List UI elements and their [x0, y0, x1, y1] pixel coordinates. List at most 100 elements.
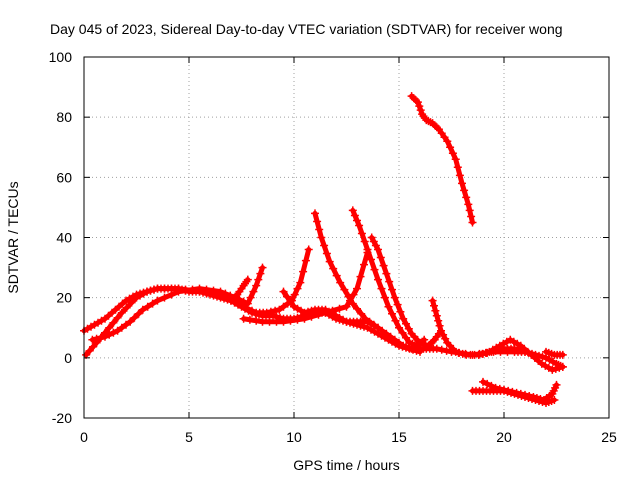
data-point-marker [455, 348, 464, 357]
data-point-marker [374, 245, 382, 254]
data-point-marker [113, 326, 122, 335]
data-point-marker [122, 320, 130, 329]
data-point-marker [340, 285, 349, 294]
data-point-marker [416, 347, 424, 356]
data-point-marker [504, 386, 513, 395]
data-point-marker [371, 241, 380, 250]
data-point-marker [252, 316, 261, 325]
data-point-marker [558, 362, 567, 371]
series-layer [80, 92, 567, 407]
data-point-marker [127, 298, 136, 307]
data-point-marker [113, 313, 122, 322]
data-point-marker [396, 307, 405, 316]
data-point-marker [495, 384, 504, 393]
y-tick-label: 20 [56, 290, 72, 306]
data-point-marker [525, 391, 534, 400]
data-point-marker [532, 393, 541, 402]
data-point-marker [348, 299, 357, 308]
data-point-marker [335, 304, 344, 313]
data-point-marker [391, 316, 400, 325]
data-point-marker [437, 129, 446, 138]
data-point-marker [398, 328, 407, 337]
data-point-marker [245, 315, 254, 324]
data-point-marker [379, 261, 388, 270]
y-tick-label: 40 [56, 230, 72, 246]
data-point-marker [508, 387, 517, 396]
data-point-marker [275, 305, 284, 314]
data-point-marker [138, 305, 147, 314]
data-point-marker [283, 292, 291, 301]
data-point-marker [167, 290, 176, 299]
data-point-marker [355, 221, 364, 230]
data-point-marker [465, 206, 474, 215]
data-point-marker [251, 309, 260, 318]
data-point-marker [325, 257, 334, 266]
data-point-marker [109, 328, 118, 337]
data-point-marker [322, 249, 331, 258]
data-point-marker [153, 296, 162, 305]
data-point-marker [304, 310, 312, 319]
data-point-marker [435, 321, 444, 330]
data-point-marker [404, 324, 413, 333]
data-point-marker [255, 310, 263, 319]
data-point-marker [393, 300, 402, 309]
data-point-marker [402, 319, 410, 328]
data-point-marker [279, 302, 288, 311]
data-point-marker [290, 314, 298, 323]
data-point-marker [357, 229, 366, 238]
data-point-marker [395, 341, 403, 350]
data-point-marker [369, 237, 378, 246]
data-point-marker [382, 269, 391, 278]
data-point-marker [430, 301, 438, 310]
y-tick-label: -20 [52, 410, 72, 426]
data-point-marker [388, 309, 396, 318]
data-point-marker [105, 323, 114, 332]
x-tick-label: 15 [391, 429, 407, 445]
data-point-marker [252, 281, 261, 290]
data-point-marker [349, 290, 358, 299]
data-point-marker [551, 364, 560, 373]
data-point-marker [315, 225, 324, 234]
data-point-marker [481, 348, 490, 357]
data-point-marker [202, 285, 211, 294]
data-point-marker [453, 163, 462, 172]
data-point-marker [221, 289, 230, 298]
data-point-marker [249, 287, 258, 296]
data-point-marker [320, 241, 329, 250]
data-point-marker [552, 380, 561, 389]
data-point-marker [350, 211, 359, 220]
data-point-marker [290, 290, 299, 299]
data-point-marker [441, 334, 450, 343]
data-point-marker [460, 186, 469, 195]
data-point-marker [377, 284, 386, 293]
data-point-marker [272, 312, 281, 321]
data-point-marker [134, 309, 143, 318]
series-line [409, 93, 475, 225]
data-point-marker [353, 216, 361, 225]
data-point-marker [146, 286, 155, 295]
series-track-9 [428, 296, 567, 371]
series-track-2 [82, 245, 313, 359]
data-point-marker [96, 333, 105, 342]
data-point-marker [317, 233, 326, 242]
series-track-12 [227, 296, 382, 332]
data-point-marker [300, 311, 309, 320]
data-point-marker [348, 206, 357, 215]
data-point-marker [370, 265, 379, 274]
data-point-marker [101, 332, 109, 341]
data-point-marker [432, 311, 441, 320]
data-point-marker [335, 315, 344, 324]
series-track-3 [88, 263, 267, 344]
data-point-marker [313, 217, 322, 226]
data-point-marker [296, 278, 305, 287]
data-point-marker [363, 245, 372, 254]
data-point-marker [216, 287, 225, 296]
data-point-marker [558, 350, 567, 359]
y-tick-label: 80 [56, 109, 72, 125]
data-point-marker [239, 314, 248, 323]
data-point-marker [279, 287, 288, 296]
data-point-marker [88, 335, 97, 344]
data-point-marker [357, 309, 366, 318]
data-point-marker [271, 306, 280, 315]
data-point-marker [160, 293, 169, 302]
